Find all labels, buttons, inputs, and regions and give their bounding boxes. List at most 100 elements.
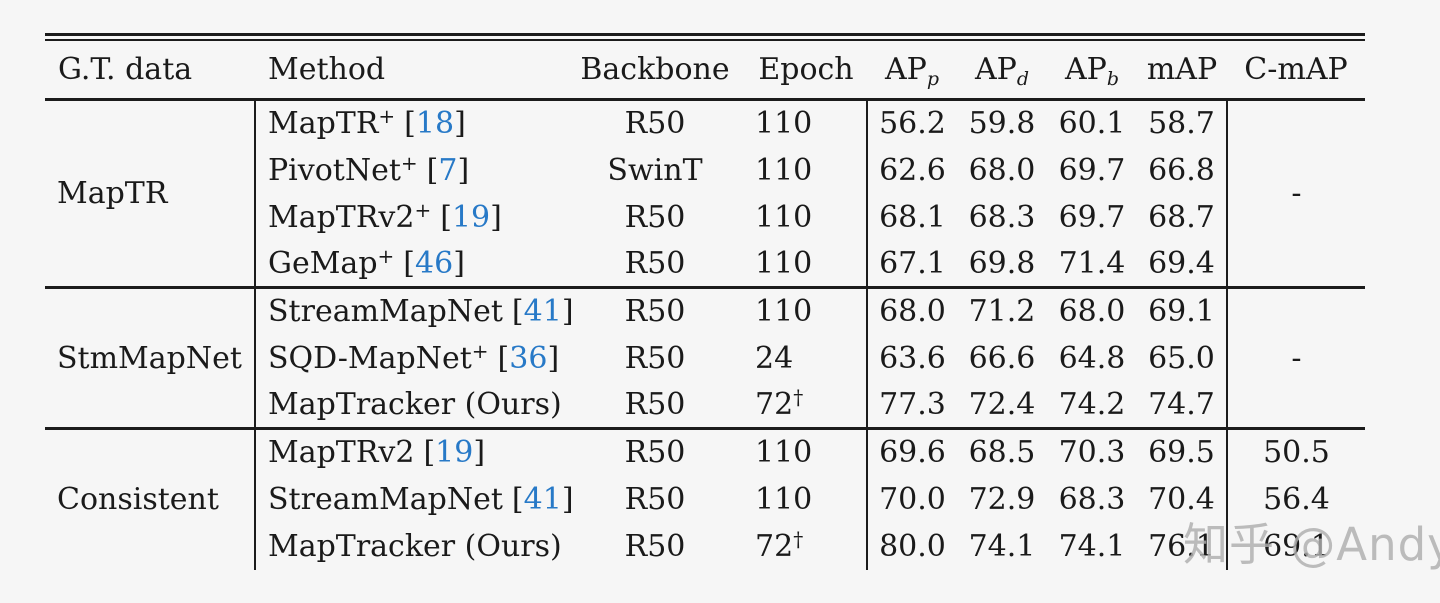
backbone-cell: R50 (624, 199, 686, 235)
cite-bracket-close: ] (454, 106, 466, 142)
ap-d-cell: 68.3 (968, 199, 1036, 235)
col-header-epoch: Epoch (745, 41, 867, 101)
col-header-ap-d: APd (957, 41, 1047, 101)
ap-d-cell: 74.1 (968, 528, 1036, 564)
citation-link[interactable]: 41 (523, 481, 562, 517)
method-plus-superscript: + (400, 150, 418, 175)
table-row: MapTracker (Ours) R50 72† 80.0 74.1 74.1… (45, 522, 1365, 570)
table-row: StmMapNet StreamMapNet [41] R50 110 68.0 … (45, 287, 1365, 429)
method-name: SQD-MapNet (268, 340, 472, 376)
cite-bracket-open: [ (423, 435, 436, 471)
ap-d-label: AP (974, 52, 1017, 87)
table-header: G.T. data Method Backbone Epoch APp APd … (45, 41, 1365, 101)
method-name: MapTracker (Ours) (268, 528, 562, 564)
map-cell: 69.5 (1137, 428, 1228, 476)
results-table: G.T. data Method Backbone Epoch APp APd … (45, 41, 1365, 570)
group-maptr: MapTR MapTR+ [18] R50 110 56.2 59.8 60.1 … (45, 99, 1365, 288)
epoch-cell: 24 (745, 334, 868, 382)
ap-d-cell: 69.8 (968, 245, 1036, 281)
ap-b-cell: 74.1 (1058, 528, 1126, 564)
backbone-cell: SwinT (607, 152, 703, 188)
ap-p-cell: 69.6 (879, 435, 946, 471)
table-row: Consistent MapTRv2 [19] R50 110 69.6 68.5… (45, 428, 1365, 570)
epoch-value: 110 (755, 435, 813, 471)
citation-link[interactable]: 36 (509, 340, 548, 376)
epoch-cell: 110 (745, 146, 868, 194)
map-cell: 58.7 (1137, 99, 1228, 147)
table-row: StreamMapNet [41] R50 110 70.0 72.9 68.3 … (45, 475, 1365, 523)
epoch-value: 24 (755, 340, 794, 376)
ap-b-cell: 68.0 (1058, 294, 1126, 330)
zhihu-watermark: 知乎 @Andy (1183, 518, 1440, 571)
method-cell: SQD-MapNet+ [36] (255, 335, 565, 382)
method-plus-superscript: + (471, 338, 489, 363)
cite-bracket-close: ] (473, 435, 486, 471)
epoch-cell: 110 (745, 475, 868, 523)
cite-bracket-close: ] (490, 199, 502, 235)
cmap-merged-cell: - (1291, 340, 1302, 376)
citation-link[interactable]: 19 (435, 435, 474, 471)
ap-b-cell: 71.4 (1058, 245, 1126, 281)
map-cell: 74.7 (1137, 381, 1228, 429)
epoch-value: 72 (755, 386, 794, 422)
ap-d-subscript: d (1016, 68, 1030, 90)
citation-link[interactable]: 41 (523, 294, 562, 330)
group-stmmapnet: StmMapNet StreamMapNet [41] R50 110 68.0 … (45, 287, 1365, 429)
method-name: MapTRv2 (268, 199, 415, 235)
table-row: GeMap+ [46] R50 110 67.1 69.8 71.4 69.4 (45, 240, 1365, 288)
backbone-cell: R50 (624, 528, 686, 564)
ap-b-cell: 69.7 (1058, 199, 1126, 235)
citation-link[interactable]: 18 (415, 106, 455, 142)
backbone-cell: R50 (624, 340, 686, 376)
ap-p-label: AP (884, 52, 927, 87)
citation-link[interactable]: 46 (415, 245, 454, 281)
cite-bracket-close: ] (561, 294, 574, 330)
table-row: MapTRv2+ [19] R50 110 68.1 68.3 69.7 68.7 (45, 193, 1365, 241)
epoch-value: 110 (755, 106, 813, 142)
epoch-cell: 110 (745, 428, 868, 476)
ap-b-cell: 70.3 (1058, 435, 1126, 471)
backbone-cell: R50 (624, 481, 686, 517)
ap-b-cell: 69.7 (1058, 152, 1126, 188)
cite-bracket-open: [ (404, 106, 416, 142)
group-consistent: Consistent MapTRv2 [19] R50 110 69.6 68.5… (45, 428, 1365, 570)
method-plus-superscript: + (414, 197, 432, 222)
cmap-merged-cell: - (1291, 176, 1302, 211)
ap-d-cell: 68.0 (968, 152, 1036, 188)
gt-data-cell: Consistent (45, 428, 256, 570)
ap-p-cell: 56.2 (879, 106, 946, 142)
epoch-cell: 72† (745, 381, 868, 429)
epoch-value: 110 (755, 294, 813, 330)
backbone-cell: R50 (624, 106, 686, 142)
ap-p-subscript: p (926, 68, 940, 90)
cite-bracket-open: [ (440, 199, 452, 235)
citation-link[interactable]: 19 (451, 199, 491, 235)
gt-data-cell: StmMapNet (45, 287, 256, 429)
method-name: StreamMapNet (268, 481, 503, 517)
backbone-cell: R50 (624, 386, 686, 422)
map-cell: 70.4 (1137, 475, 1228, 523)
citation-link[interactable]: 7 (438, 152, 458, 188)
cite-bracket-open: [ (511, 294, 524, 330)
table-row: MapTR MapTR+ [18] R50 110 56.2 59.8 60.1 … (45, 99, 1365, 288)
method-name: MapTracker (Ours) (268, 386, 562, 422)
cite-bracket-open: [ (426, 152, 439, 188)
ap-p-cell: 70.0 (879, 481, 946, 517)
cmap-cell: 50.5 (1263, 435, 1330, 471)
ap-d-cell: 72.9 (968, 481, 1036, 517)
ap-d-cell: 66.6 (968, 340, 1036, 376)
ap-b-cell: 74.2 (1058, 386, 1126, 422)
ap-p-cell: 68.0 (879, 294, 946, 330)
ap-b-subscript: b (1106, 68, 1120, 90)
epoch-cell: 110 (745, 287, 868, 335)
table-row: MapTracker (Ours) R50 72† 77.3 72.4 74.2… (45, 381, 1365, 429)
gt-data-cell: MapTR (45, 99, 256, 288)
epoch-cell: 110 (745, 240, 868, 288)
epoch-cell: 110 (745, 193, 868, 241)
col-header-backbone: Backbone (565, 41, 745, 101)
method-cell: PivotNet+ [7] (255, 147, 565, 194)
cite-bracket-open: [ (497, 340, 510, 376)
map-cell: 65.0 (1137, 334, 1228, 382)
method-cell: MapTRv2+ [19] (255, 194, 565, 241)
method-cell: MapTRv2 [19] (255, 429, 565, 476)
